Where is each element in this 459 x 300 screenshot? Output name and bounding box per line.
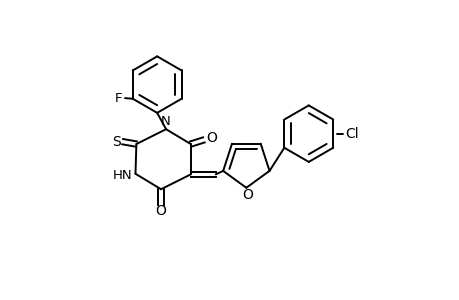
- Text: HN: HN: [112, 169, 132, 182]
- Text: Cl: Cl: [345, 127, 358, 141]
- Text: O: O: [242, 188, 253, 202]
- Text: O: O: [155, 204, 166, 218]
- Text: S: S: [112, 135, 120, 149]
- Text: O: O: [206, 131, 217, 145]
- Text: N: N: [161, 115, 171, 128]
- Text: F: F: [114, 92, 122, 105]
